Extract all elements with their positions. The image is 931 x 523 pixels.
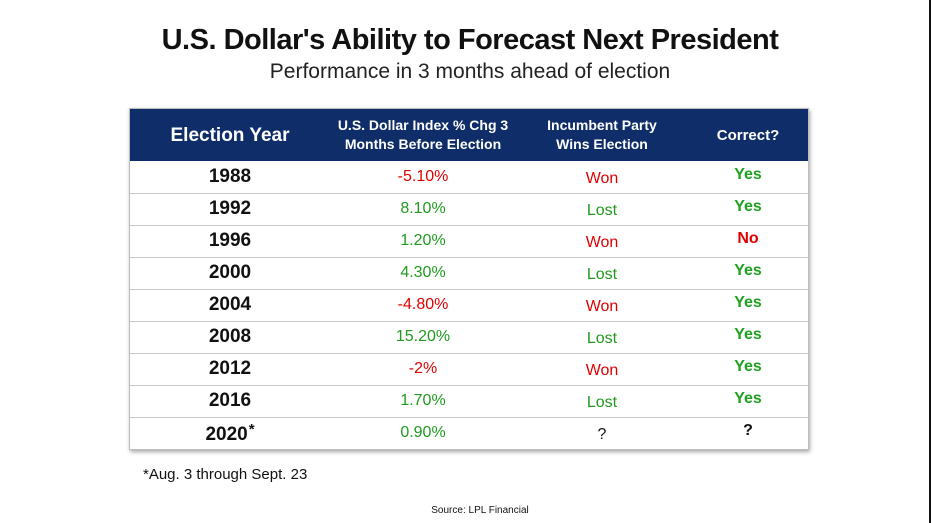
cell-correct: Yes	[734, 262, 762, 279]
header-correct-line-1: Correct?	[716, 126, 780, 144]
cell-election-year: 2020*	[130, 417, 330, 449]
header-dollar-index-line-1: U.S. Dollar Index % Chg 3	[337, 117, 509, 133]
table-row: 2016 1.70% Lost Yes	[130, 385, 808, 417]
table-row: 1988 -5.10% Won Yes	[130, 161, 808, 193]
cell-election-year: 1988	[130, 161, 330, 193]
page-right-border	[929, 0, 931, 523]
cell-election-year: 2012	[130, 353, 330, 385]
election-year-value: 1996	[208, 230, 252, 251]
cell-election-year: 2000	[130, 257, 330, 289]
cell-incumbent-result: Lost	[586, 330, 618, 347]
election-year-value: 2016	[208, 390, 252, 411]
cell-incumbent-result: ?	[597, 426, 607, 444]
cell-incumbent-result: Won	[585, 234, 619, 251]
header-correct: Correct?	[688, 109, 808, 161]
header-incumbent-line-1: Incumbent Party	[547, 117, 657, 133]
chart-title: U.S. Dollar's Ability to Forecast Next P…	[161, 24, 779, 56]
cell-dollar-index-change: 4.30%	[400, 264, 446, 281]
cell-incumbent-result: Won	[585, 362, 619, 379]
cell-incumbent-result: Lost	[586, 394, 618, 411]
election-year-value: 2008	[208, 326, 252, 347]
table-header-row: Election Year U.S. Dollar Index % Chg 3 …	[130, 109, 808, 161]
chart-subtitle: Performance in 3 months ahead of electio…	[269, 60, 671, 83]
election-year-value: 2004	[208, 294, 252, 315]
table-row: 2000 4.30% Lost Yes	[130, 257, 808, 289]
header-incumbent-party: Incumbent Party Wins Election	[516, 109, 688, 161]
header-incumbent-line-2: Wins Election	[556, 136, 648, 152]
table-row: 2004 -4.80% Won Yes	[130, 289, 808, 321]
election-year-value: 2020	[205, 423, 248, 445]
election-year-value: 1988	[208, 165, 252, 187]
cell-correct: ?	[743, 422, 753, 440]
cell-incumbent-result: Lost	[586, 266, 618, 283]
cell-dollar-index-change: 8.10%	[400, 200, 446, 217]
cell-dollar-index-change: 1.20%	[400, 232, 446, 249]
election-year-value: 2012	[208, 358, 252, 379]
table-row: 1996 1.20% Won No	[130, 225, 808, 257]
cell-correct: No	[737, 230, 759, 247]
data-table-container: Election Year U.S. Dollar Index % Chg 3 …	[129, 108, 809, 450]
cell-election-year: 2008	[130, 321, 330, 353]
table-row: 2012 -2% Won Yes	[130, 353, 808, 385]
header-dollar-index-line-2: Months Before Election	[344, 136, 502, 152]
cell-correct: Yes	[734, 165, 762, 183]
cell-dollar-index-change: 15.20%	[395, 328, 451, 345]
cell-incumbent-result: Won	[585, 298, 619, 315]
data-table: Election Year U.S. Dollar Index % Chg 3 …	[130, 109, 808, 449]
cell-dollar-index-change: -5.10%	[397, 167, 449, 185]
cell-dollar-index-change: 0.90%	[400, 424, 446, 442]
footnote: *Aug. 3 through Sept. 23	[143, 466, 308, 483]
cell-correct: Yes	[734, 326, 762, 343]
source-note: Source: LPL Financial	[431, 505, 529, 516]
header-election-year-line-1: Election Year	[170, 124, 290, 146]
cell-election-year: 2016	[130, 385, 330, 417]
cell-election-year: 2004	[130, 289, 330, 321]
header-election-year: Election Year	[130, 109, 330, 161]
cell-election-year: 1996	[130, 225, 330, 257]
cell-dollar-index-change: -4.80%	[397, 296, 449, 313]
cell-incumbent-result: Lost	[586, 202, 618, 219]
table-row: 2020* 0.90%??	[130, 417, 808, 449]
cell-dollar-index-change: -2%	[408, 360, 438, 377]
cell-incumbent-result: Won	[585, 169, 619, 187]
cell-dollar-index-change: 1.70%	[400, 392, 446, 409]
election-year-value: 1992	[208, 198, 252, 219]
table-row: 1992 8.10% Lost Yes	[130, 193, 808, 225]
table-row: 2008 15.20% Lost Yes	[130, 321, 808, 353]
table-body: 1988 -5.10% Won Yes 1992 8.10% Lost Yes 1996 1.20…	[130, 161, 808, 449]
cell-correct: Yes	[734, 294, 762, 311]
header-dollar-index-change: U.S. Dollar Index % Chg 3 Months Before …	[330, 109, 516, 161]
cell-correct: Yes	[734, 198, 762, 215]
election-year-value: 2000	[208, 262, 252, 283]
cell-correct: Yes	[734, 390, 762, 407]
footnote-marker: *	[248, 420, 255, 438]
cell-correct: Yes	[734, 358, 762, 375]
cell-election-year: 1992	[130, 193, 330, 225]
